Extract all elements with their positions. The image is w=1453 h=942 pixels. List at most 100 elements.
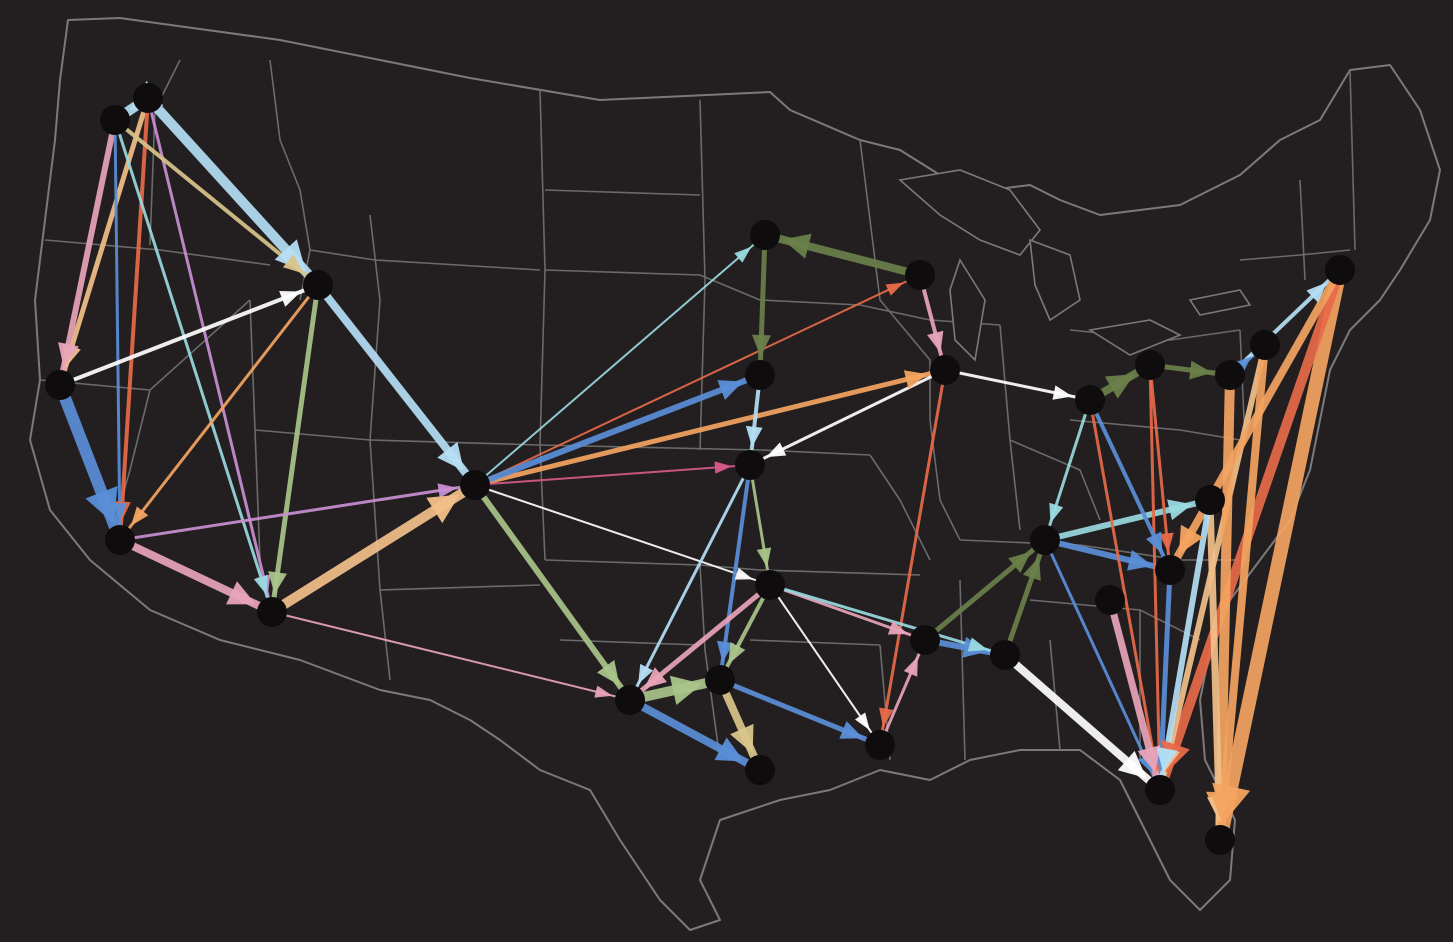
flow-hub — [745, 755, 775, 785]
flow-arrowhead — [714, 737, 745, 762]
flow-arrowhead — [745, 425, 763, 448]
flow-arrowhead — [1117, 750, 1147, 779]
flow-edge — [472, 483, 633, 702]
flow-arrowhead — [1049, 502, 1064, 523]
flow-arrowhead — [782, 233, 812, 259]
flow-hub — [1195, 485, 1225, 515]
flow-arrowhead — [839, 721, 864, 739]
flow-arrowhead — [903, 656, 918, 677]
flow-hub — [45, 370, 75, 400]
flow-arrowhead — [967, 637, 988, 652]
flow-edge — [1088, 399, 1162, 791]
flow-edge — [1043, 539, 1162, 791]
flow-hub — [257, 597, 287, 627]
flow-edge — [113, 119, 274, 613]
flow-arrowhead — [279, 291, 302, 307]
flow-hub — [1145, 775, 1175, 805]
flow-arrowhead — [268, 571, 287, 595]
flow-arrowhead — [927, 330, 944, 353]
flow-arrowhead — [282, 254, 305, 274]
flow-arrowhead — [253, 574, 268, 595]
flow-arrowhead — [597, 660, 620, 686]
flow-arrowhead — [437, 441, 464, 471]
flow-hub — [1215, 360, 1245, 390]
flow-arrowhead — [1146, 531, 1163, 554]
flow-hub — [1095, 585, 1125, 615]
flow-edge — [118, 97, 150, 541]
flow-edge — [474, 367, 946, 488]
flow-hub — [930, 355, 960, 385]
flow-arrowheads — [58, 80, 1327, 823]
flow-hub — [1250, 330, 1280, 360]
flow-hub — [460, 470, 490, 500]
flow-edge — [1215, 374, 1235, 841]
flow-arrowhead — [716, 640, 734, 663]
flow-hub — [865, 730, 895, 760]
flow-edge — [269, 284, 321, 613]
flow-hub — [735, 450, 765, 480]
great-lakes — [898, 169, 1252, 362]
flow-edge — [878, 639, 927, 746]
flow-edges — [54, 93, 1347, 842]
flow-edge — [57, 97, 151, 386]
flow-edge — [119, 483, 476, 542]
flow-arrowhead — [58, 342, 79, 368]
flow-edge — [1213, 268, 1347, 842]
flow-hub — [1075, 385, 1105, 415]
flow-hub — [303, 270, 333, 300]
flow-edge — [113, 119, 122, 541]
flow-arrowhead — [131, 506, 149, 526]
flow-edge — [474, 484, 771, 586]
flow-hub — [1030, 525, 1060, 555]
flow-arrowhead — [714, 461, 733, 474]
flow-edge — [57, 119, 118, 386]
flow-arrowhead — [756, 547, 772, 568]
flow-edge — [474, 234, 766, 486]
flow-edge — [474, 274, 921, 486]
flow-edge — [474, 464, 751, 486]
flow-arrowhead — [879, 707, 894, 728]
flow-edge — [1216, 344, 1269, 841]
flow-arrowhead — [728, 642, 746, 665]
flow-arrowhead — [1022, 557, 1041, 581]
flow-edge — [271, 611, 631, 701]
flow-hub — [705, 665, 735, 695]
flow-hub — [615, 685, 645, 715]
flow-arrowhead — [734, 246, 752, 263]
flow-arrowhead — [1052, 385, 1073, 400]
flow-edge — [918, 274, 947, 371]
flow-edge — [473, 372, 762, 488]
flow-arrowhead — [1159, 532, 1174, 553]
flow-arrowhead — [426, 494, 460, 524]
flow-edge — [748, 374, 762, 466]
flow-edge — [716, 678, 764, 772]
flow-hub — [905, 260, 935, 290]
flow-hub — [133, 83, 163, 113]
flow-arrowhead — [1167, 499, 1193, 521]
flow-edge — [118, 284, 320, 541]
flow-hub — [1205, 825, 1235, 855]
flow-edge — [1206, 499, 1224, 841]
flow-arrowhead — [1178, 524, 1204, 555]
flow-hub — [750, 220, 780, 250]
flow-edge — [878, 369, 947, 746]
flow-edge — [1148, 364, 1162, 791]
flow-arrowhead — [638, 663, 654, 684]
state-borders — [29, 17, 1441, 931]
flow-arrowhead — [1306, 282, 1327, 303]
flow-edge — [146, 97, 274, 613]
flow-hub — [1135, 350, 1165, 380]
flow-hub — [1155, 555, 1185, 585]
flow-arrowhead — [437, 483, 458, 498]
flow-edge — [718, 584, 772, 681]
flow-arrowhead — [1156, 747, 1178, 773]
flow-arrowhead — [734, 567, 753, 580]
flow-arrowhead — [1104, 374, 1135, 399]
flow-arrowhead — [717, 380, 744, 400]
flow-hub — [100, 105, 130, 135]
flow-edge — [59, 283, 319, 387]
flow-arrowhead — [594, 685, 613, 698]
flow-edge — [1157, 499, 1213, 791]
